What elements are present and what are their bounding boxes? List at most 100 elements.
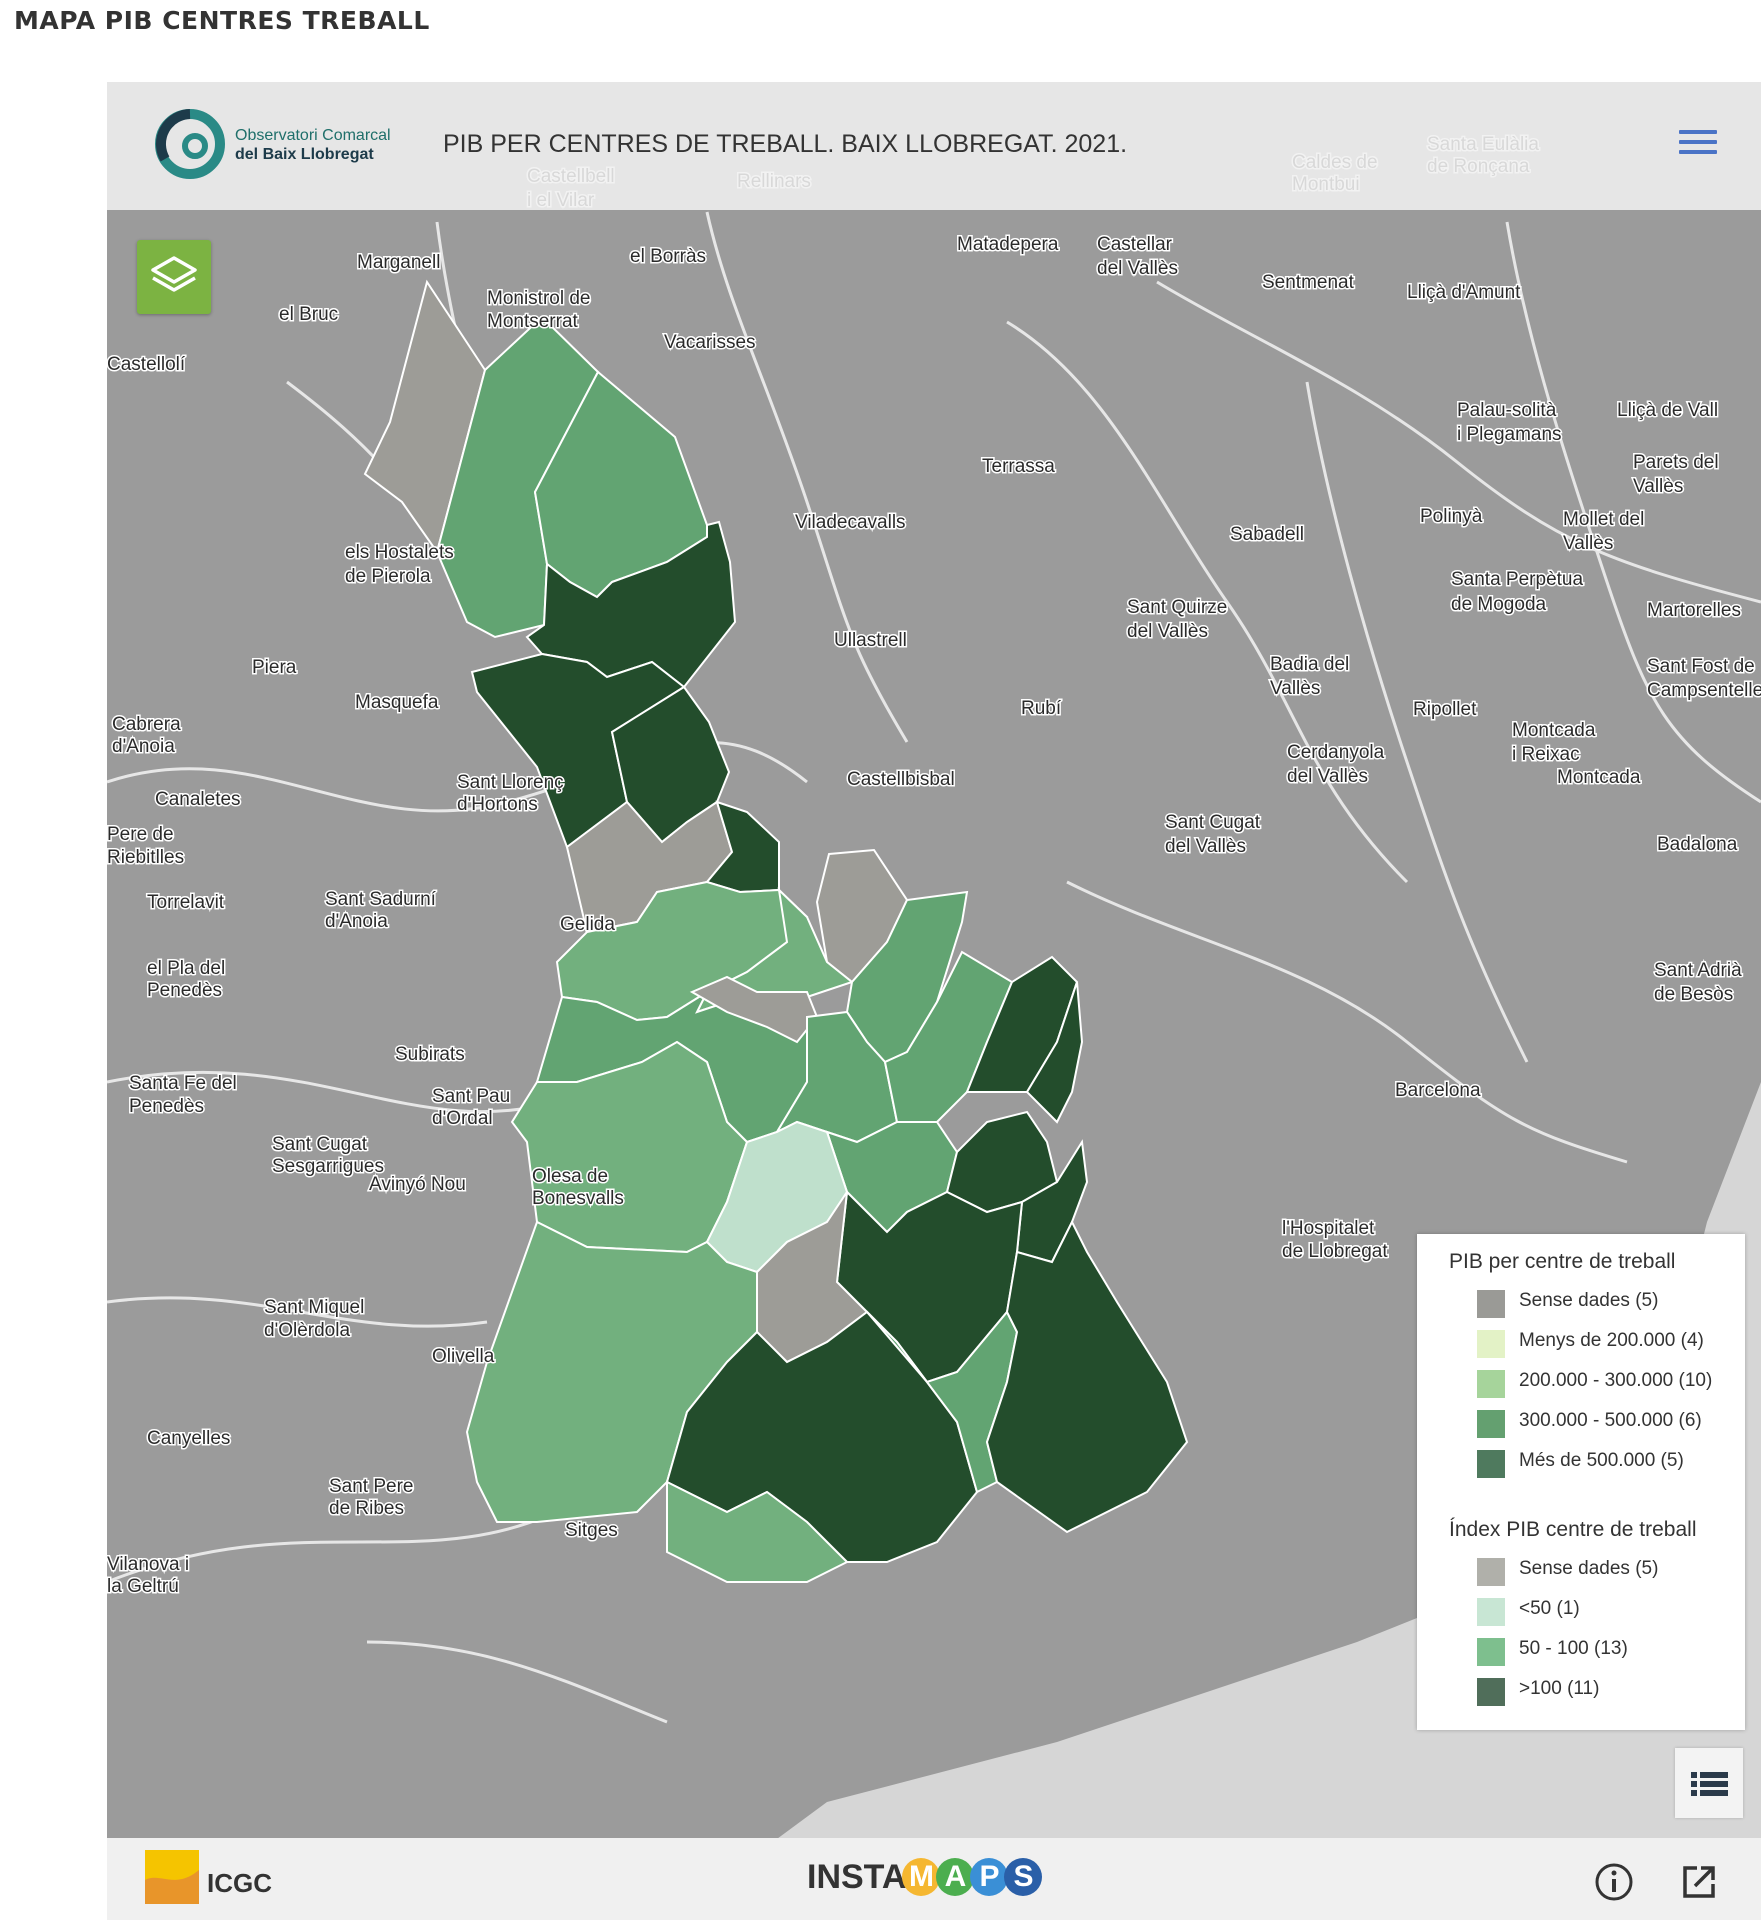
municipality-layer <box>363 279 1189 1583</box>
place-label: Subirats <box>395 1044 465 1065</box>
map-legend: PIB per centre de treball Sense dades (5… <box>1417 1234 1745 1730</box>
place-label: Vallès <box>1270 678 1320 699</box>
legend-index-swatch <box>1477 1678 1505 1706</box>
legend-index-label: 50 - 100 (13) <box>1519 1638 1628 1659</box>
place-label: de Pierola <box>345 566 431 587</box>
instamaps-letter: S <box>1004 1858 1043 1897</box>
place-label: Terrassa <box>982 456 1055 477</box>
legend-pib-swatch <box>1477 1410 1505 1438</box>
instamaps-prefix: INSTA <box>807 1858 907 1896</box>
place-label: Sant Sadurní <box>325 889 437 910</box>
place-label: Riebitlles <box>107 847 184 868</box>
place-label: Cerdanyola <box>1287 742 1385 763</box>
menu-icon[interactable] <box>1679 130 1717 158</box>
place-label: Vacarisses <box>664 332 756 353</box>
place-label: Montserrat <box>487 311 579 332</box>
instamaps-letter: P <box>970 1858 1009 1897</box>
place-label: Sant Miquel <box>264 1297 364 1318</box>
map-frame[interactable]: Marganell el Bruc Monistrol de Montserrat Va… <box>107 82 1761 1920</box>
legend-pib-label: 300.000 - 500.000 (6) <box>1519 1410 1702 1431</box>
place-label: Viladecavalls <box>795 512 906 533</box>
place-label: Avinyó Nou <box>369 1174 466 1195</box>
layers-button[interactable] <box>137 240 211 314</box>
place-label: l'Hospitalet <box>1282 1218 1375 1239</box>
place-label: Lliçà de Vall <box>1617 400 1718 421</box>
place-label: Rubí <box>1021 698 1062 719</box>
legend-index-swatch <box>1477 1638 1505 1666</box>
place-label: Cabrera <box>112 714 181 735</box>
place-label: Vallès <box>1563 533 1613 554</box>
place-label: Torrelavit <box>147 892 225 913</box>
place-label: de Besòs <box>1654 984 1733 1005</box>
place-label: Sant Pau <box>432 1086 510 1107</box>
legend-toggle-button[interactable] <box>1675 1748 1743 1818</box>
place-label: Gelida <box>560 914 615 935</box>
place-label: Monistrol de <box>487 288 591 309</box>
place-label: del Vallès <box>1127 621 1208 642</box>
legend-pib-swatch <box>1477 1290 1505 1318</box>
logo-line2: del Baix Llobregat <box>235 146 374 163</box>
external-link-icon[interactable] <box>1677 1860 1721 1904</box>
legend-title-index: Índex PIB centre de treball <box>1449 1518 1697 1541</box>
legend-pib-swatch <box>1477 1370 1505 1398</box>
place-label: Badia del <box>1270 654 1349 675</box>
place-label: el Bruc <box>279 304 338 325</box>
place-label: del Vallès <box>1097 258 1178 279</box>
municipality-sant-just[interactable] <box>1025 981 1084 1124</box>
place-label: Ullastrell <box>834 630 907 651</box>
place-label: de Ribes <box>329 1498 404 1519</box>
place-label: Vilanova i <box>107 1554 189 1575</box>
place-label: Sant Pere <box>329 1476 414 1497</box>
logo-line1: Observatori Comarcal <box>235 127 391 144</box>
map-header: Observatori Comarcal del Baix Llobregat … <box>107 82 1761 210</box>
instamaps-letter: A <box>936 1858 975 1897</box>
municipality-el-prat[interactable] <box>985 1219 1189 1534</box>
icgc-label: ICGC <box>207 1868 272 1898</box>
place-label: Sitges <box>565 1520 618 1541</box>
place-label: de Mogoda <box>1451 594 1547 615</box>
place-label: Castellar <box>1097 234 1173 255</box>
page-title: MAPA PIB CENTRES TREBALL <box>14 6 430 35</box>
map-title: PIB PER CENTRES DE TREBALL. BAIX LLOBREG… <box>443 130 1128 158</box>
place-label: Sant Llorenç <box>457 772 564 793</box>
place-label: Penedès <box>129 1096 204 1117</box>
instamaps-letter: M <box>902 1858 941 1897</box>
place-label: Santa Fe del <box>129 1073 237 1094</box>
place-label: del Vallès <box>1165 836 1246 857</box>
place-label: Castellolí <box>107 354 186 375</box>
place-label: els Hostalets <box>345 542 454 563</box>
place-label: Sant Adrià <box>1654 960 1742 981</box>
place-label: Sabadell <box>1230 524 1304 545</box>
observatori-logo-icon <box>155 109 225 179</box>
info-icon[interactable] <box>1592 1860 1636 1904</box>
place-label: d'Anoia <box>112 736 175 757</box>
place-label: Ripollet <box>1413 699 1477 720</box>
legend-index-label: <50 (1) <box>1519 1598 1580 1619</box>
place-label: Pere de <box>107 824 174 845</box>
place-label: Mollet del <box>1563 509 1644 530</box>
place-label: Polinyà <box>1420 506 1483 527</box>
municipality-castelldefels[interactable] <box>666 1480 849 1583</box>
place-label: Matadepera <box>957 234 1059 255</box>
place-label: Martorelles <box>1647 600 1741 621</box>
list-icon <box>1691 1772 1728 1796</box>
legend-index-swatch <box>1477 1598 1505 1626</box>
icgc-logo-icon[interactable] <box>145 1850 199 1904</box>
legend-pib-label: Sense dades (5) <box>1519 1290 1659 1311</box>
legend-pib-swatch <box>1477 1450 1505 1478</box>
place-label: Canyelles <box>147 1428 230 1449</box>
place-label: d'Anoia <box>325 911 388 932</box>
place-label: d'Hortons <box>457 794 538 815</box>
place-label: el Pla del <box>147 958 225 979</box>
place-label: Piera <box>252 657 297 678</box>
place-label: Parets del <box>1633 452 1719 473</box>
place-label: Sant Fost de <box>1647 656 1755 677</box>
place-label: Olivella <box>432 1346 495 1367</box>
place-label: de Llobregat <box>1282 1241 1388 1262</box>
instamaps-logo[interactable]: INSTAM A P S <box>807 1858 1043 1898</box>
place-label: Olesa de <box>532 1166 608 1187</box>
legend-pib-label: Més de 500.000 (5) <box>1519 1450 1684 1471</box>
place-label: Sant Cugat <box>272 1134 368 1155</box>
layers-icon <box>151 256 197 292</box>
